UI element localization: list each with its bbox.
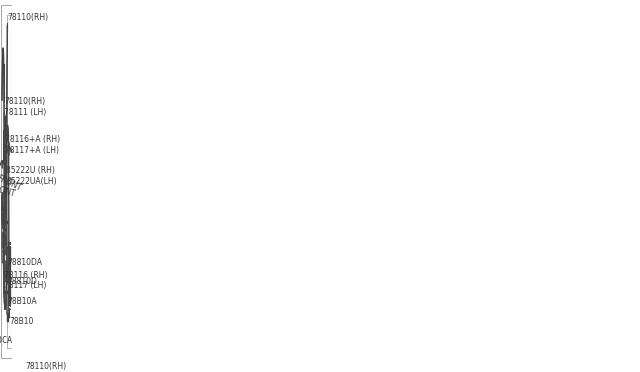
Polygon shape [5, 116, 6, 200]
Text: 78B10: 78B10 [9, 317, 33, 326]
Bar [7, 289, 8, 312]
Text: FRONT: FRONT [0, 174, 23, 193]
Text: 78116+A (RH): 78116+A (RH) [6, 135, 61, 144]
Text: 78117+A (LH): 78117+A (LH) [6, 146, 60, 155]
Bar [5, 260, 6, 281]
Text: 78111 (LH): 78111 (LH) [4, 108, 47, 117]
Text: FRONT: FRONT [0, 183, 16, 199]
Text: 78B10A: 78B10A [8, 297, 37, 306]
Text: 78110(RH): 78110(RH) [4, 97, 45, 106]
Text: J78000CA: J78000CA [0, 336, 12, 345]
Text: 78810D: 78810D [8, 278, 37, 286]
Text: 78116 (RH): 78116 (RH) [4, 270, 47, 280]
Text: 85222U (RH): 85222U (RH) [6, 166, 55, 175]
Text: 78110(RH): 78110(RH) [25, 362, 66, 371]
Bar [5, 234, 6, 255]
Text: 78810DA: 78810DA [8, 258, 42, 267]
Text: 85222UA(LH): 85222UA(LH) [6, 177, 57, 186]
Text: 78117 (LH): 78117 (LH) [4, 281, 46, 290]
Bar [9, 241, 10, 310]
Bar [9, 246, 10, 304]
Bar [7, 261, 8, 284]
Text: 78110(RH): 78110(RH) [7, 13, 48, 22]
